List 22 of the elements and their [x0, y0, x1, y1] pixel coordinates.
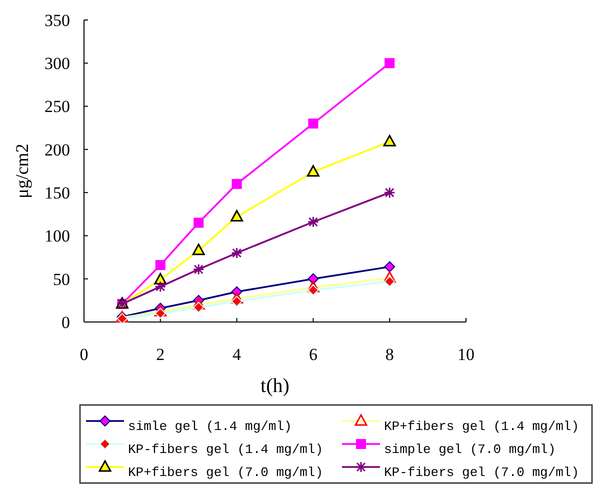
x-tick-label: 6: [308, 345, 318, 364]
y-tick-label: 200: [44, 140, 70, 160]
x-tick-label: 10: [458, 345, 474, 364]
x-tick-label: 2: [156, 345, 165, 364]
y-tick-label: 100: [44, 226, 70, 246]
legend-label: KP+fibers gel (7.0 mg/ml): [128, 465, 324, 480]
y-tick-label: 300: [44, 54, 70, 74]
legend-label: KP-fibers gel (7.0 mg/ml): [384, 465, 580, 480]
x-tick-label: 0: [80, 345, 88, 364]
y-tick-label: 150: [44, 184, 70, 203]
x-tick-label: 4: [232, 345, 242, 364]
legend-label: KP-fibers gel (1.4 mg/ml): [128, 442, 324, 457]
x-axis-title: t(h): [260, 375, 290, 397]
legend-label: simple gel (7.0 mg/ml): [384, 442, 556, 457]
y-axis-title: μg/cm2: [12, 144, 32, 198]
y-tick-label: 350: [44, 10, 70, 30]
legend-label: KP+fibers gel (1.4 mg/ml): [384, 419, 580, 434]
y-tick-label: 250: [44, 97, 70, 116]
legend-label: simle gel (1.4 mg/ml): [128, 419, 292, 434]
x-tick-label: 8: [385, 345, 394, 364]
y-tick-label: 50: [53, 270, 70, 289]
y-tick-label: 0: [62, 312, 70, 332]
